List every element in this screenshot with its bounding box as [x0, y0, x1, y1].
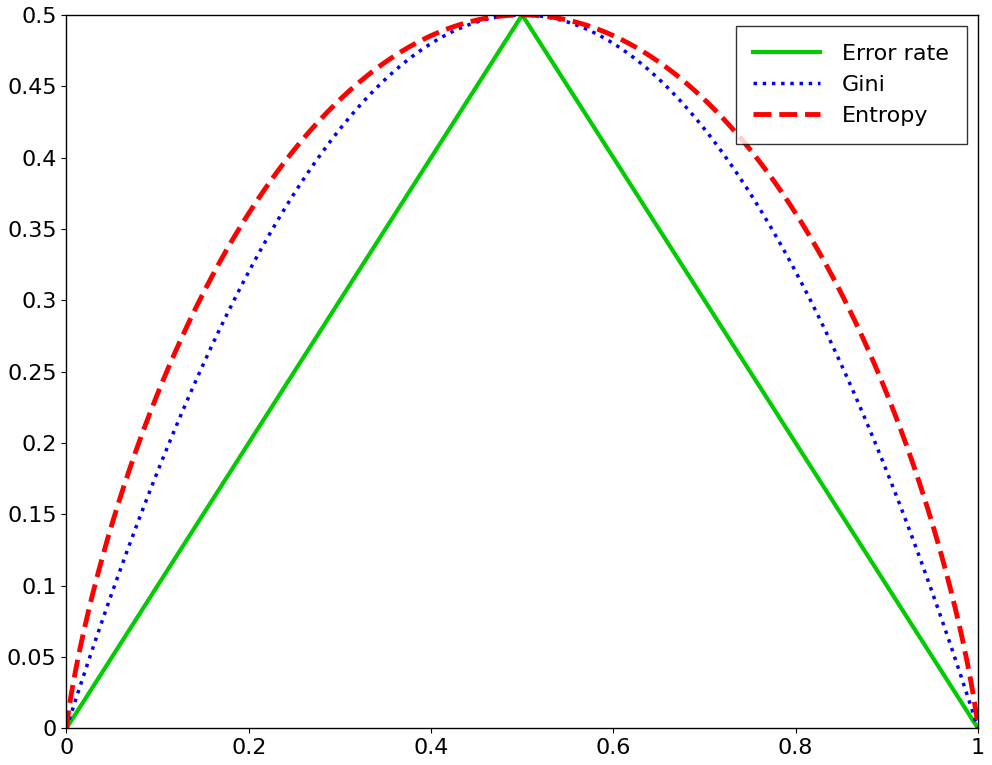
Error rate: [61, 724, 72, 733]
Line: Gini: Gini: [66, 15, 978, 728]
Entropy: [772, 183, 784, 192]
Entropy: [972, 724, 984, 733]
Entropy: [517, 11, 529, 20]
Gini: [154, 462, 166, 471]
Error rate: [972, 724, 984, 733]
Entropy: [61, 724, 72, 733]
Error rate: [462, 96, 474, 105]
Entropy: [789, 207, 801, 216]
Gini: [789, 265, 801, 275]
Error rate: [430, 147, 441, 156]
Error rate: [772, 411, 784, 420]
Entropy: [154, 385, 166, 394]
Gini: [687, 111, 699, 120]
Entropy: [430, 29, 441, 38]
Gini: [972, 724, 984, 733]
Error rate: [154, 578, 166, 588]
Entropy: [687, 85, 699, 94]
Gini: [61, 724, 72, 733]
Error rate: [789, 437, 801, 446]
Error rate: [687, 278, 699, 288]
Gini: [462, 21, 474, 30]
Legend: Error rate, Gini, Entropy: Error rate, Gini, Entropy: [735, 26, 967, 144]
Gini: [772, 236, 784, 245]
Line: Error rate: Error rate: [66, 15, 978, 728]
Line: Entropy: Entropy: [66, 15, 978, 728]
Gini: [516, 11, 528, 20]
Error rate: [516, 11, 528, 20]
Gini: [430, 37, 441, 46]
Entropy: [462, 18, 474, 27]
